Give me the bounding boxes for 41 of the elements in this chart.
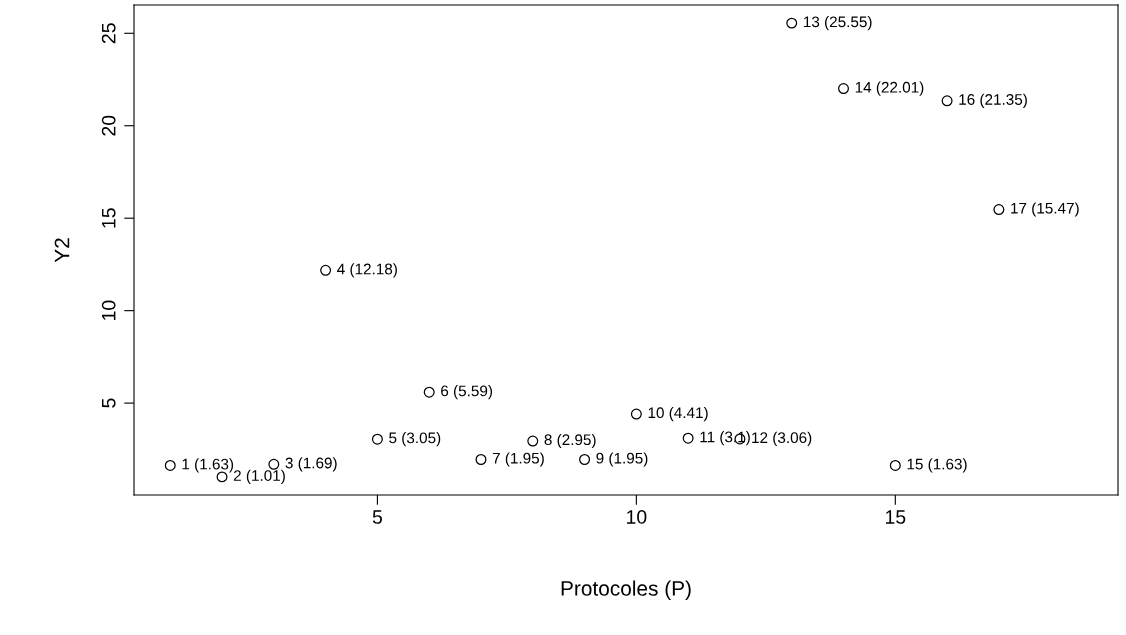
point [630,408,642,420]
data-label: 2 (1.01) [233,469,285,484]
data-label: 9 (1.95) [596,452,648,467]
y-axis-title: Y2 [54,238,70,263]
point [579,454,591,465]
y-tick-label: 15 [102,208,116,228]
point [423,386,435,398]
data-label: 10 (4.41) [648,406,708,422]
point [941,95,953,107]
data-label: 3 (1.69) [285,457,337,472]
x-tick-label: 5 [372,510,382,524]
data-label: 17 (15.47) [1011,202,1079,217]
point [993,204,1005,215]
point [268,458,280,470]
data-label: 13 (25.55) [804,16,872,31]
data-label: 7 (1.95) [492,452,544,467]
y-tick-label: 5 [102,398,116,408]
point [371,433,383,445]
y-tick-label: 20 [101,115,116,136]
point [164,459,176,471]
data-label: 5 (3.05) [389,432,441,447]
data-label: 4 (12.18) [337,263,397,278]
point [682,432,694,444]
point [475,454,487,465]
y-tick-label: 10 [101,300,116,320]
point [786,17,798,29]
point [527,435,539,447]
x-tick-label: 10 [627,510,647,524]
data-label: 8 (2.95) [544,433,596,449]
x-tick-label: 15 [885,510,906,524]
data-label: 12 (3.06) [752,431,812,447]
data-label: 1 (1.63) [182,458,234,473]
y-tick-label: 25 [101,23,116,44]
x-axis-title: Protocoles (P) [561,580,691,600]
point [838,83,850,95]
data-label: 15 (1.63) [907,458,967,473]
data-label: 16 (21.35) [959,93,1027,108]
point [320,264,332,276]
data-label: 6 (5.59) [441,385,493,400]
data-label: 14 (22.01) [855,81,924,96]
point [889,459,901,471]
